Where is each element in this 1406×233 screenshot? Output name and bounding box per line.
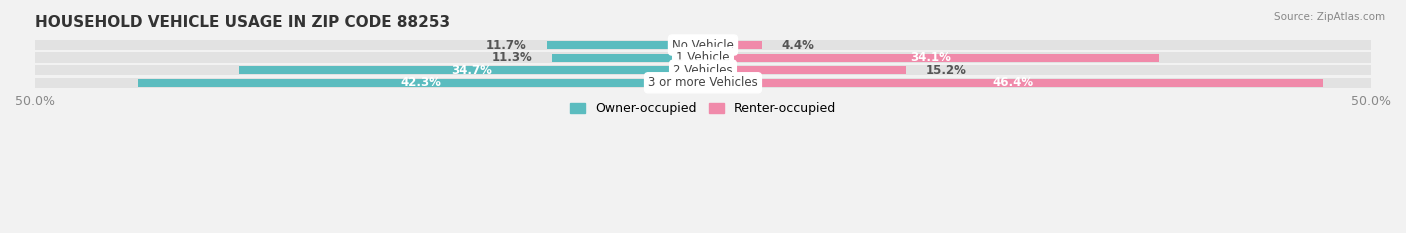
Bar: [703, 66, 905, 74]
Bar: [703, 52, 1371, 63]
Text: 42.3%: 42.3%: [399, 76, 441, 89]
Legend: Owner-occupied, Renter-occupied: Owner-occupied, Renter-occupied: [569, 103, 837, 116]
Bar: [35, 78, 703, 88]
Text: 34.7%: 34.7%: [451, 64, 492, 77]
Bar: [703, 41, 762, 49]
Bar: [35, 52, 703, 63]
Text: 46.4%: 46.4%: [993, 76, 1033, 89]
Bar: [35, 65, 703, 75]
Bar: [547, 41, 703, 49]
Text: 34.1%: 34.1%: [910, 51, 952, 64]
Bar: [239, 66, 703, 74]
Text: 11.7%: 11.7%: [486, 38, 527, 51]
Text: 3 or more Vehicles: 3 or more Vehicles: [648, 76, 758, 89]
Text: 15.2%: 15.2%: [927, 64, 967, 77]
Text: 1 Vehicle: 1 Vehicle: [676, 51, 730, 64]
Bar: [703, 78, 1371, 88]
Bar: [703, 54, 1159, 62]
Text: 2 Vehicles: 2 Vehicles: [673, 64, 733, 77]
Bar: [703, 79, 1323, 87]
Text: Source: ZipAtlas.com: Source: ZipAtlas.com: [1274, 12, 1385, 22]
Bar: [553, 54, 703, 62]
Text: No Vehicle: No Vehicle: [672, 38, 734, 51]
Bar: [703, 65, 1371, 75]
Text: 4.4%: 4.4%: [782, 38, 814, 51]
Bar: [35, 40, 703, 50]
Text: 11.3%: 11.3%: [491, 51, 531, 64]
Text: HOUSEHOLD VEHICLE USAGE IN ZIP CODE 88253: HOUSEHOLD VEHICLE USAGE IN ZIP CODE 8825…: [35, 15, 450, 30]
Bar: [138, 79, 703, 87]
Bar: [703, 40, 1371, 50]
